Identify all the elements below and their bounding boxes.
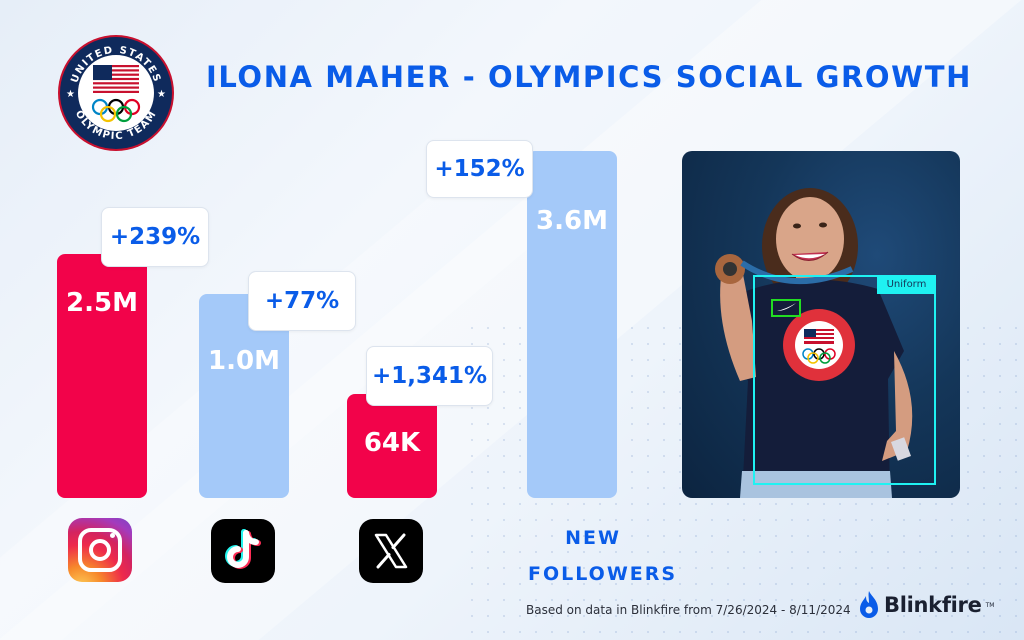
bar-instagram: 2.5M <box>57 254 147 498</box>
growth-badge-x: +1,341% <box>366 346 493 406</box>
svg-text:★: ★ <box>157 89 166 100</box>
growth-badge-new-followers: +152% <box>426 140 533 198</box>
instagram-icon <box>68 518 132 582</box>
bar-value: 64K <box>363 428 421 458</box>
svg-text:★: ★ <box>66 89 75 100</box>
new-followers-line2: FOLLOWERS <box>528 563 678 585</box>
x-twitter-icon <box>359 519 423 583</box>
page-title: ILONA MAHER - OLYMPICS SOCIAL GROWTH <box>206 60 973 94</box>
tiktok-icon <box>211 519 275 583</box>
usa-olympic-team-logo: UNITED STATES OLYMPIC TEAM ★ ★ <box>56 33 176 153</box>
logo-detection-box <box>771 299 801 317</box>
new-followers-line1: NEW <box>565 527 621 549</box>
bar-x: 64K <box>347 394 437 498</box>
bar-value: 1.0M <box>208 346 280 376</box>
bar-value: 2.5M <box>66 288 138 318</box>
athlete-photo: Uniform <box>682 151 960 498</box>
uniform-detection-box <box>753 275 936 485</box>
blinkfire-logo: Blinkfire TM <box>858 590 994 620</box>
new-followers-label: NEW FOLLOWERS <box>528 520 678 592</box>
growth-badge-tiktok: +77% <box>248 271 356 331</box>
flame-icon <box>860 591 878 618</box>
bar-value: 3.6M <box>536 206 608 236</box>
trademark: TM <box>985 601 995 609</box>
uniform-detection-label: Uniform <box>877 275 936 294</box>
growth-badge-instagram: +239% <box>101 207 209 267</box>
blinkfire-brand-name: Blinkfire <box>884 593 982 617</box>
bar-new-followers: 3.6M <box>527 151 617 498</box>
data-source-note: Based on data in Blinkfire from 7/26/202… <box>526 603 851 617</box>
